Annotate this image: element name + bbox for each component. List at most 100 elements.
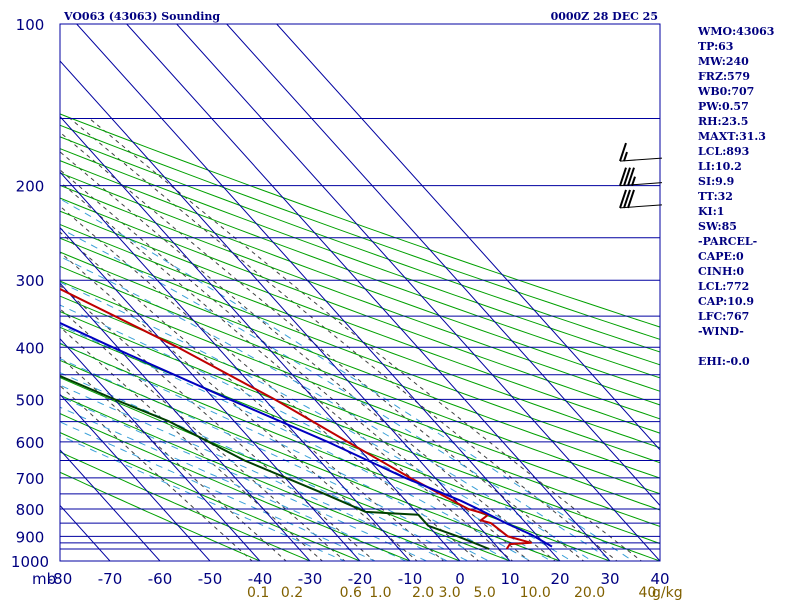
dry-adiabat [60,451,312,561]
isotherm-line [60,171,411,561]
index-item: LFC:767 [698,310,750,323]
station-title: VO063 (43063) Sounding [63,10,220,23]
index-item: TT:32 [698,190,733,203]
index-item: WMO:43063 [698,25,775,38]
wind-barb [619,167,663,187]
pressure-tick-label: 400 [16,339,45,357]
temperature-tick-label: -60 [148,570,173,588]
index-item: -PARCEL- [698,235,758,248]
dewpoint-line [60,374,490,550]
isotherm-line [76,24,561,561]
mixing-ratio-line [60,284,376,561]
mixing-ratio-line [60,205,480,561]
index-item: CINH:0 [698,265,745,278]
dry-adiabat [60,431,362,561]
dry-adiabat [60,265,660,495]
pressure-unit-label: mb [32,570,56,588]
dry-adiabat [60,471,262,561]
dry-adiabat [60,160,660,379]
temperature-tick-label: 20 [550,570,569,588]
temperature-tick-label: -70 [98,570,123,588]
dry-adiabat [60,280,660,511]
dry-adiabat [60,197,660,420]
index-item: -WIND- [698,325,744,338]
temperature-tick-label: -50 [198,570,223,588]
mixing-ratio-tick-label: 0.2 [281,585,303,600]
pressure-tick-label: 100 [16,16,45,34]
dry-adiabat [60,343,612,561]
profile-lines [60,287,553,550]
temperature-tick-label: -40 [248,570,273,588]
dry-adiabat [60,136,660,353]
dry-adiabat [60,377,512,561]
parcel-line [60,321,553,548]
pressure-tick-label: 900 [16,528,45,546]
dry-adiabat [60,184,660,406]
mixing-ratio-unit-label: g/kg [652,585,683,600]
mixing-ratio-tick-label: 2.0 [412,585,434,600]
moist-adiabat [60,435,346,561]
dry-adiabat [60,113,660,328]
index-item: LCL:772 [698,280,750,293]
wind-barbs [619,142,663,209]
index-item: TP:63 [698,40,734,53]
index-item: RH:23.5 [698,115,749,128]
dry-adiabat [60,223,660,449]
isotherm-line [60,60,511,561]
dry-adiabat [60,148,660,366]
isotherm-line [60,282,311,561]
index-item: CAPE:0 [698,250,744,263]
isotherm-line [226,24,660,507]
plot-frame [59,23,661,562]
index-item: KI:1 [698,205,725,218]
mixing-ratio-tick-label: 5.0 [473,585,495,600]
isotherm-line [60,338,261,561]
temperature-tick-label: -20 [348,570,373,588]
isotherm-line [60,449,161,561]
moist-adiabat [60,372,469,561]
isotherm-line [60,115,461,561]
pressure-tick-label: 600 [16,434,45,452]
dry-adiabat [60,172,660,392]
isotherm-line [60,226,361,561]
moist-adiabat [60,384,449,561]
valid-time: 0000Z 28 DEC 25 [551,10,658,23]
isotherm-line [276,24,660,451]
isotherms [0,24,660,572]
mixing-ratio-tick-label: 1.0 [369,585,391,600]
mixing-ratio-tick-label: 0.1 [247,585,269,600]
temperature-tick-label: 40 [650,570,669,588]
index-item: EHI:-0.0 [698,355,750,368]
index-item: SW:85 [698,220,737,233]
dry-adiabat [60,210,660,434]
index-item: PW:0.57 [698,100,749,113]
dry-adiabat [60,124,660,340]
index-item: WB0:707 [698,85,755,98]
index-item [698,339,774,354]
pressure-tick-label: 700 [16,470,45,488]
mixing-ratio-tick-label: 20.0 [574,585,605,600]
isotherm-line [0,24,20,572]
pressure-tick-label: 300 [16,272,45,290]
index-item: SI:9.9 [698,175,735,188]
temperature-line [60,287,533,550]
dry-adiabat [60,359,562,561]
wind-barb [619,142,663,162]
mixing-ratio-line [60,231,445,561]
dry-adiabat [60,413,412,561]
mixing-ratio-line [60,326,324,561]
stability-indices: WMO:43063 TP:63 MW:240 FRZ:579 WB0:707 PW:0.5… [698,24,774,369]
pressure-tick-label: 500 [16,391,45,409]
mixing-ratio-tick-label: 40 [638,585,656,600]
moist-adiabat [60,198,634,561]
index-item: MAXT:31.3 [698,130,766,143]
index-item: LI:10.2 [698,160,742,173]
temperature-tick-label: -80 [48,570,73,588]
dry-adiabat [60,295,660,527]
dry-adiabat [60,251,660,479]
index-item: MW:240 [698,55,749,68]
pressure-tick-label: 200 [16,178,45,196]
moist-adiabat [60,227,614,561]
temperature-tick-label: -30 [298,570,323,588]
